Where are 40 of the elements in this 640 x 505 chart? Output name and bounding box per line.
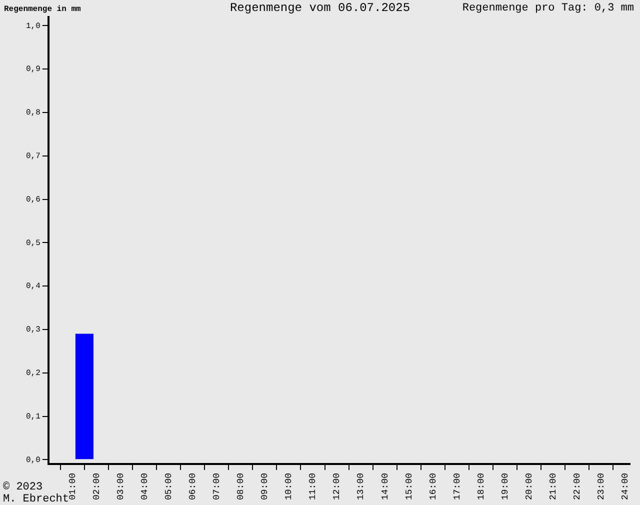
x-tick-label: 16:00 — [428, 472, 438, 500]
text: © 2023 — [3, 481, 43, 494]
text: Regenmenge pro Tag: 0,3 mm — [462, 2, 634, 14]
y-tick-label: 0,4 — [26, 282, 41, 292]
y-tick-label: 1,0 — [26, 22, 41, 31]
x-tick-label: 14:00 — [380, 472, 390, 500]
x-tick-label: 06:00 — [188, 472, 198, 500]
x-tick-label: 13:00 — [356, 472, 366, 500]
x-tick-label: 05:00 — [164, 472, 174, 500]
x-tick-label: 10:00 — [284, 472, 294, 500]
x-tick-label: 19:00 — [500, 472, 510, 500]
x-tick-label: 22:00 — [572, 472, 583, 500]
y-axis-title: Regenmenge in mm — [4, 5, 82, 14]
y-tick-label: 0,3 — [26, 326, 41, 335]
text: M. Ebrecht — [3, 493, 70, 505]
x-tick-label: 24:00 — [620, 472, 631, 500]
x-tick-label: 09:00 — [260, 472, 270, 500]
x-tick-label: 02:00 — [92, 472, 102, 500]
y-tick-label: 0,1 — [26, 412, 41, 422]
y-tick-label: 0,7 — [26, 152, 41, 161]
x-tick-label: 21:00 — [548, 472, 558, 500]
x-tick-label: 18:00 — [476, 472, 486, 500]
x-tick-label: 08:00 — [236, 472, 246, 500]
y-tick-label: 0,5 — [26, 238, 41, 248]
y-tick-label: 0,9 — [26, 65, 41, 74]
x-tick-label: 12:00 — [332, 472, 342, 500]
y-tick-label: 0,0 — [26, 456, 41, 465]
chart-title: Regenmenge vom 06.07.2025 — [230, 1, 410, 16]
y-tick-label: 0,2 — [26, 368, 41, 378]
x-tick-label: 07:00 — [212, 472, 222, 500]
x-tick-label: 01:00 — [68, 472, 78, 500]
x-tick-label: 23:00 — [596, 472, 607, 500]
y-tick-label: 0,8 — [26, 108, 41, 118]
x-tick-label: 15:00 — [404, 472, 414, 500]
x-tick-label: 03:00 — [116, 472, 126, 500]
x-tick-label: 20:00 — [524, 472, 534, 500]
x-tick-label: 04:00 — [140, 472, 150, 500]
x-tick-label: 17:00 — [452, 472, 462, 500]
y-tick-label: 0,6 — [26, 195, 41, 204]
x-tick-label: 11:00 — [308, 472, 318, 500]
